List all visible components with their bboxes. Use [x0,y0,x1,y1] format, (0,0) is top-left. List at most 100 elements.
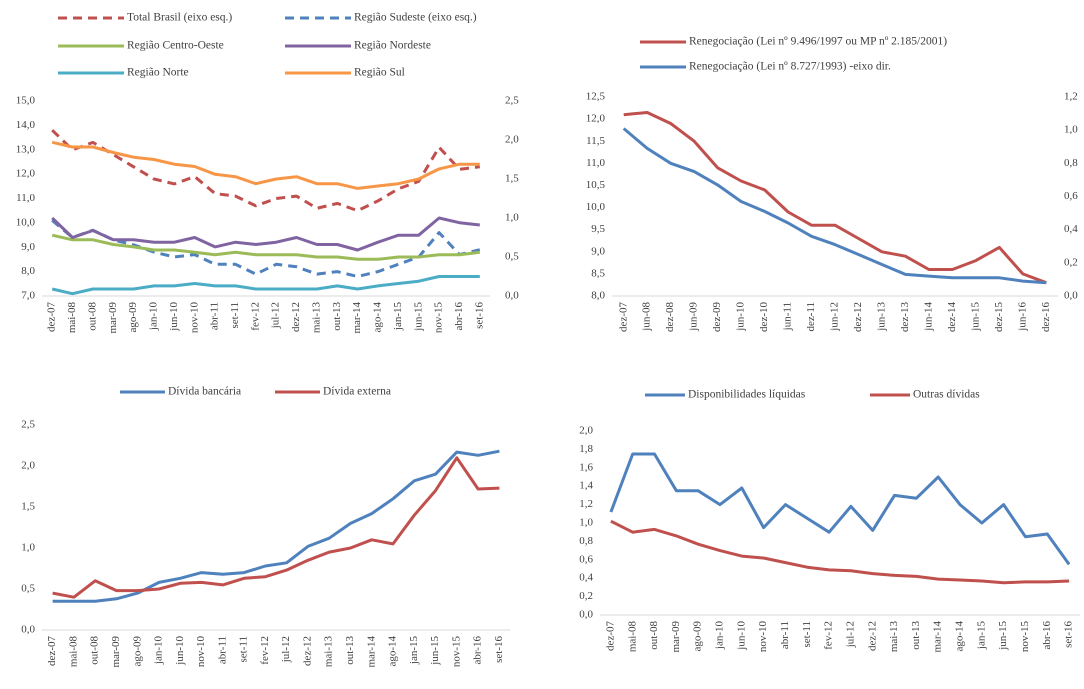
y-tick-label: 0,4 [579,572,593,584]
y-tick-label: 1,4 [579,480,593,492]
series-line [610,519,1070,585]
legend-label: Dívida externa [323,386,391,398]
series-line [623,111,1047,285]
legend-label: Região Sudeste (eixo esq.) [354,12,477,24]
x-tick-label: jan-15 [975,621,987,651]
y-tick-label: 1,6 [579,461,593,473]
x-tick-label: out-08 [89,636,101,665]
legend-label: Disponibilidades líquidas [688,389,806,401]
x-tick-label: jun-15 [412,302,424,332]
series-line [52,456,500,599]
x-tick-label: set-11 [238,636,250,662]
legend-item: Região Sudeste (eixo esq.) [285,12,477,24]
y-tick-label: 11,0 [16,192,35,204]
x-tick-label: mai-13 [888,621,900,653]
y-tick-label: 1,0 [579,517,593,529]
x-tick-label: set-11 [801,621,813,647]
x-tick-label: jun-12 [829,302,841,332]
x-tick-label: dez-10 [758,302,770,332]
x-tick-label: ago-14 [387,636,399,667]
x-tick-label: dez-14 [946,302,958,332]
x-tick-label: fev-12 [259,636,271,665]
x-tick-label: jul-12 [270,302,282,329]
x-tick-label: jan-10 [714,621,726,651]
x-tick-label: jan-10 [148,302,160,332]
x-tick-label: jan-10 [153,636,165,666]
x-tick-label: mar-14 [365,636,377,668]
x-tick-label: nov-10 [195,636,207,668]
x-tick-label: dez-12 [290,302,302,332]
series-line [51,216,480,252]
y-tick-label: 8,0 [21,265,35,277]
x-tick-label: mai-08 [626,621,638,653]
series-line [609,452,1071,566]
legend-label: Região Norte [127,67,189,79]
y2-tick-label: 0,5 [505,251,519,263]
x-tick-label: jun-10 [735,302,747,332]
y-tick-label: 11,0 [586,157,605,169]
legend-item: Região Sul [285,67,405,79]
x-tick-label: nov-10 [757,621,769,653]
y-tick-label: 2,0 [21,460,35,472]
x-tick-label: dez-11 [805,302,817,332]
x-tick-label: jun-10 [174,636,186,666]
x-tick-label: mai-08 [66,302,78,334]
y-tick-label: 0,6 [579,553,593,565]
x-tick-label: dez-07 [617,302,629,332]
x-tick-label: out-13 [910,621,922,650]
x-tick-label: jun-10 [168,302,180,332]
y-tick-label: 9,0 [21,241,35,253]
x-tick-label: abr-11 [216,636,228,664]
x-tick-label: jun-11 [782,302,794,331]
y2-tick-label: 1,5 [505,173,519,185]
x-tick-label: jun-16 [1016,302,1028,332]
y-tick-label: 8,5 [591,267,605,279]
x-tick-label: out-13 [344,636,356,665]
series-line [52,449,500,603]
x-tick-label: mai-08 [67,636,79,668]
y-tick-label: 1,2 [579,498,593,510]
x-tick-label: abr-16 [1041,621,1053,650]
x-tick-label: abr-11 [779,621,791,649]
x-tick-label: fev-12 [823,621,835,650]
x-tick-label: dez-07 [46,302,58,332]
x-tick-label: jul-12 [280,636,292,663]
x-tick-label: out-08 [86,302,98,331]
x-tick-label: set-11 [229,302,241,328]
y-tick-label: 0,0 [21,624,35,636]
legend-label: Região Nordeste [354,40,431,52]
legend-item: Disponibilidades líquidas [645,389,806,401]
x-tick-label: jun-14 [922,302,934,332]
x-tick-label: mar-09 [670,621,682,653]
legend-label: Renegociação (Lei nº 8.727/1993) -eixo d… [689,61,891,73]
y-tick-label: 12,0 [586,113,606,125]
y-tick-label: 9,5 [591,223,605,235]
y-tick-label: 0,0 [579,609,593,621]
y2-tick-label: 0,2 [1064,256,1078,268]
y-tick-label: 13,0 [16,143,36,155]
x-tick-label: abr-11 [209,302,221,330]
x-tick-label: mai-13 [310,302,322,334]
legend-item: Renegociação (Lei nº 8.727/1993) -eixo d… [640,61,891,73]
y-tick-label: 10,0 [16,216,36,228]
x-tick-label: out-13 [331,302,343,331]
x-tick-label: jan-15 [392,302,404,332]
x-tick-label: mar-14 [932,621,944,653]
x-tick-label: dez-07 [46,636,58,666]
x-tick-label: jun-08 [641,302,653,332]
x-tick-label: dez-12 [866,621,878,651]
x-tick-label: jul-12 [844,621,856,648]
x-tick-label: mar-09 [110,636,122,668]
y2-tick-label: 2,5 [505,95,519,107]
x-tick-label: ago-14 [372,302,384,333]
x-tick-label: ago-09 [127,302,139,333]
x-tick-label: jun-15 [997,621,1009,651]
series-line [51,219,481,278]
x-tick-label: nov-10 [188,302,200,334]
chart: 7,0 8,0 9,0 10,0 11,0 12,0 13,0 14,0 15,0 0,0 0,5 1… [16,12,520,334]
y2-tick-label: 0,4 [1064,223,1078,235]
y-tick-label: 2,0 [579,425,593,437]
y-tick-label: 1,5 [21,501,35,513]
legend-item: Renegociação (Lei nº 9.496/1997 ou MP nº… [640,36,947,48]
